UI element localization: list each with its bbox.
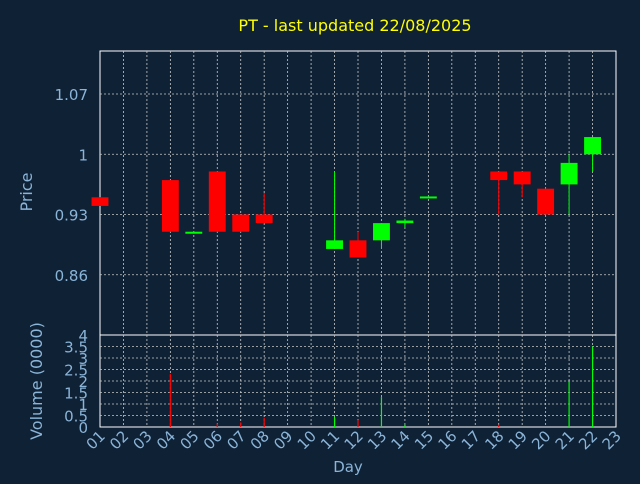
candle-up bbox=[185, 231, 203, 234]
x-tick-label: 21 bbox=[552, 427, 578, 453]
volume-tick-label: 2 bbox=[78, 373, 88, 391]
x-tick-label: 08 bbox=[247, 427, 273, 453]
x-tick-label: 15 bbox=[411, 427, 437, 453]
candle-up bbox=[373, 223, 390, 241]
x-tick-label: 04 bbox=[153, 427, 179, 453]
volume-tick-label: 1.5 bbox=[64, 385, 88, 403]
price-tick-label: 1 bbox=[78, 146, 88, 164]
candle-up bbox=[584, 137, 601, 155]
x-tick-label: 02 bbox=[106, 427, 132, 453]
volume-tick-label: 0 bbox=[78, 419, 88, 437]
candle-up bbox=[560, 162, 578, 185]
x-tick-label: 17 bbox=[458, 427, 484, 453]
price-panel: 0.86 0.93 1 1.07 bbox=[55, 50, 617, 336]
volume-axis-label: Volume (0000) bbox=[27, 322, 46, 440]
x-tick-label: 18 bbox=[481, 427, 507, 453]
candle-down bbox=[490, 171, 508, 181]
price-axis-label: Price bbox=[17, 172, 36, 211]
x-tick-label: 03 bbox=[130, 427, 156, 453]
volume-tick-label: 4 bbox=[78, 327, 88, 345]
candle-up bbox=[419, 196, 437, 199]
x-tick-label: 06 bbox=[200, 427, 226, 453]
x-tick-label: 10 bbox=[294, 427, 320, 453]
candle-down bbox=[232, 214, 250, 232]
volume-tick-label: 2.5 bbox=[64, 362, 88, 380]
x-tick-label: 07 bbox=[223, 427, 249, 453]
candle-down bbox=[537, 188, 555, 215]
x-tick-label: 14 bbox=[388, 427, 414, 453]
x-tick-label: 16 bbox=[434, 427, 460, 453]
x-axis: 0102030405060708091011121314151617181920… bbox=[83, 427, 625, 453]
x-tick-label: 23 bbox=[599, 427, 625, 453]
volume-tick-label: 1 bbox=[78, 396, 88, 414]
candle-up bbox=[396, 220, 414, 224]
x-tick-label: 11 bbox=[317, 427, 343, 453]
x-tick-label: 05 bbox=[176, 427, 202, 453]
price-tick-label: 0.86 bbox=[55, 267, 88, 285]
volume-tick-label: 0.5 bbox=[64, 408, 88, 426]
x-tick-label: 12 bbox=[341, 427, 367, 453]
price-tick-label: 0.93 bbox=[55, 207, 88, 225]
chart-title: PT - last updated 22/08/2025 bbox=[238, 16, 471, 35]
volume-tick-label: 3.5 bbox=[64, 339, 88, 357]
volume-tick-label: 3 bbox=[78, 350, 88, 368]
candle-down bbox=[513, 171, 531, 185]
x-tick-label: 20 bbox=[528, 427, 554, 453]
candle-up bbox=[326, 240, 343, 249]
x-axis-label: Day bbox=[333, 458, 363, 476]
candle-down bbox=[349, 240, 367, 258]
candle-down bbox=[91, 197, 109, 206]
candle-down bbox=[255, 214, 273, 224]
x-tick-label: 22 bbox=[575, 427, 601, 453]
x-tick-label: 19 bbox=[505, 427, 531, 453]
x-tick-label: 09 bbox=[270, 427, 296, 453]
candle-down bbox=[208, 171, 226, 232]
volume-panel: 00.511.522.533.54 bbox=[64, 327, 617, 437]
price-tick-label: 1.07 bbox=[55, 86, 88, 104]
candle-down bbox=[161, 180, 179, 232]
x-tick-label: 13 bbox=[364, 427, 390, 453]
